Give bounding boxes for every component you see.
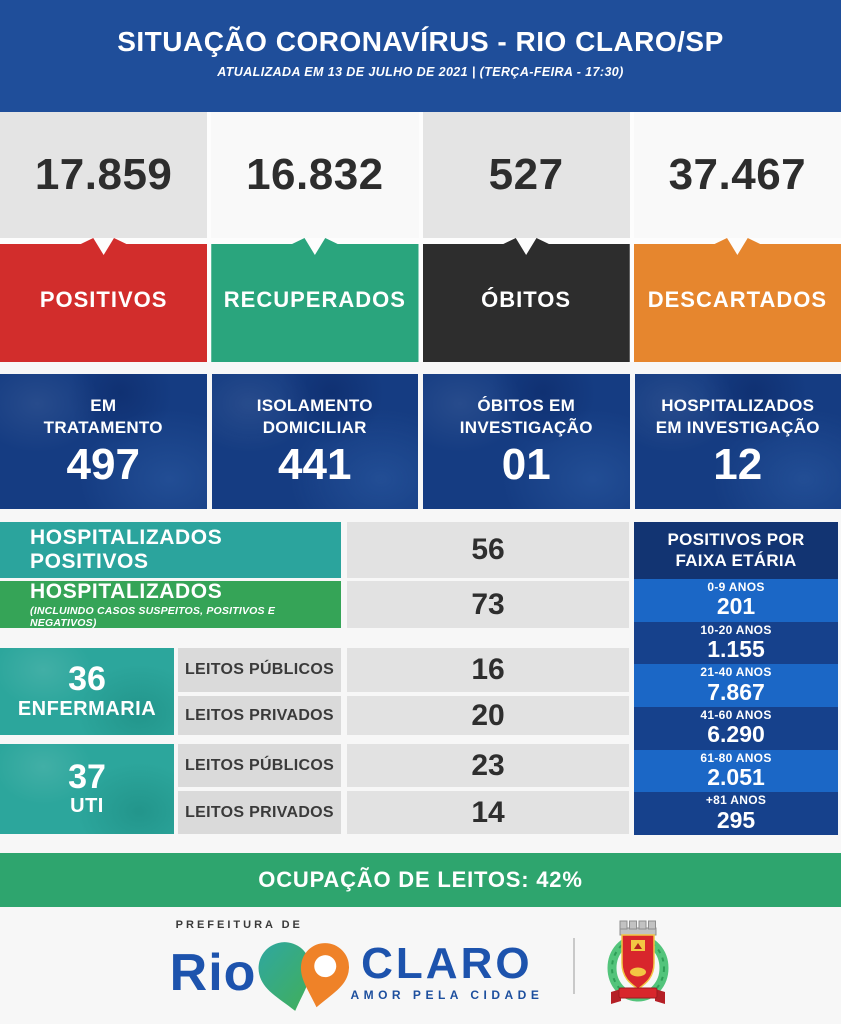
occupancy-bar: OCUPAÇÃO DE LEITOS: 42% [0,853,841,907]
box-label-line2: DOMICILIAR [262,418,367,438]
box-value: 497 [66,439,140,489]
age-label: 21-40 ANOS [700,665,772,680]
box-isolamento: ISOLAMENTO DOMICILIAR 441 [211,374,418,509]
page-subtitle: ATUALIZADA EM 13 DE JULHO DE 2021 | (TER… [217,65,624,79]
virus-texture [423,374,630,509]
stat-value: 527 [422,112,630,238]
stat-recuperados: 16.832 RECUPERADOS [211,112,419,362]
virus-texture [0,374,207,509]
age-row-61-80: 61-80 ANOS 2.051 [634,749,838,793]
bar-label: HOSPITALIZADOS [30,580,223,603]
bed-label-enfermaria-privados: LEITOS PRIVADOS [178,696,341,735]
header: SITUAÇÃO CORONAVÍRUS - RIO CLARO/SP ATUA… [0,0,841,112]
age-value: 1.155 [707,635,765,662]
ward-name: UTI [70,795,104,818]
stat-value: 17.859 [0,112,208,238]
box-value: 12 [713,439,763,489]
bed-value-uti-publicos: 23 [347,744,629,787]
age-row-0-9: 0-9 ANOS 201 [634,579,838,622]
stat-value: 37.467 [633,112,841,238]
age-title-line2: FAIXA ETÁRIA [675,550,797,570]
age-label: 10-20 ANOS [700,622,772,637]
ward-number: 37 [68,757,106,796]
bar-hospitalizados-positivos: HOSPITALIZADOS POSITIVOS [0,522,341,578]
bar-sublabel: (INCLUINDO CASOS SUSPEITOS, POSITIVOS E … [30,605,276,629]
stat-label: DESCARTADOS [633,238,841,362]
stat-positivos: 17.859 POSITIVOS [0,112,208,362]
virus-texture [0,648,174,735]
ward-uti: 37 UTI [0,744,174,834]
logo-rio-text: Rio [169,943,257,1002]
age-value: 2.051 [707,763,765,790]
age-value: 6.290 [707,721,765,748]
ward-number: 36 [68,660,106,699]
box-value: 441 [278,439,352,489]
value-hospitalizados: 73 [347,581,629,628]
stat-descartados: 37.467 DESCARTADOS [633,112,841,362]
bed-label-uti-privados: LEITOS PRIVADOS [178,791,341,834]
box-label-line1: HOSPITALIZADOS [661,396,815,416]
footer-divider [573,937,576,994]
age-label: 0-9 ANOS [707,580,765,595]
value-hospitalizados-positivos: 56 [347,522,629,578]
age-label: +81 ANOS [705,793,767,808]
box-label-line1: EM [90,396,117,416]
stat-obitos: 527 ÓBITOS [422,112,630,362]
box-label-line1: ÓBITOS EM [477,396,576,416]
age-value: 295 [716,806,756,833]
prefeitura-logo: PREFEITURA DE Rio [170,919,544,1012]
stat-label: RECUPERADOS [211,238,419,362]
virus-texture [0,744,174,834]
virus-texture [211,374,418,509]
age-row-81-plus: +81 ANOS 295 [634,792,838,836]
bed-value-enfermaria-publicos: 16 [347,648,629,692]
virus-texture [634,374,841,509]
box-label-line1: ISOLAMENTO [256,396,373,416]
treatment-row: EM TRATAMENTO 497 ISOLAMENTO DOMICILIAR 44… [0,374,841,509]
age-label: 41-60 ANOS [700,708,772,723]
age-groups-panel: POSITIVOS POR FAIXA ETÁRIA 0-9 ANOS 201 … [634,522,838,836]
ward-enfermaria: 36 ENFERMARIA [0,648,174,735]
page-title: SITUAÇÃO CORONAVÍRUS - RIO CLARO/SP [117,26,724,57]
age-row-41-60: 41-60 ANOS 6.290 [634,707,838,750]
city-coat-of-arms [607,920,669,1004]
ward-name: ENFERMARIA [17,697,157,720]
age-row-10-20: 10-20 ANOS 1.155 [634,621,838,665]
box-label-line2: INVESTIGAÇÃO [459,418,593,438]
box-label-line2: EM INVESTIGAÇÃO [655,418,820,438]
age-row-21-40: 21-40 ANOS 7.867 [634,664,838,708]
box-value: 01 [501,439,551,489]
stats-row: 17.859 POSITIVOS 16.832 RECUPERADOS 527 … [0,112,841,362]
bed-label-uti-publicos: LEITOS PÚBLICOS [178,744,341,787]
stat-label: ÓBITOS [422,238,630,362]
box-obitos-investigacao: ÓBITOS EM INVESTIGAÇÃO 01 [423,374,630,509]
age-label: 61-80 ANOS [700,750,772,765]
bed-label-enfermaria-publicos: LEITOS PÚBLICOS [178,648,341,692]
box-hospitalizados-investigacao: HOSPITALIZADOS EM INVESTIGAÇÃO 12 [634,374,841,509]
bar-hospitalizados: HOSPITALIZADOS (INCLUINDO CASOS SUSPEITO… [0,580,341,629]
bed-value-enfermaria-privados: 20 [347,696,629,735]
logo-claro-text: CLARO [361,939,533,989]
logo-pretitle: PREFEITURA DE [175,919,303,931]
bar-label: HOSPITALIZADOS POSITIVOS [30,526,223,573]
box-em-tratamento: EM TRATAMENTO 497 [0,374,207,509]
logo-tagline: AMOR PELA CIDADE [350,987,544,1002]
stat-value: 16.832 [211,112,419,238]
box-label-line2: TRATAMENTO [43,418,163,438]
age-value: 201 [716,593,756,620]
age-groups-title: POSITIVOS POR FAIXA ETÁRIA [634,522,838,579]
bed-value-uti-privados: 14 [347,791,629,834]
footer: PREFEITURA DE Rio [0,907,841,1024]
map-pins-icon [259,942,350,1011]
age-title-line1: POSITIVOS POR [667,530,805,550]
age-value: 7.867 [707,678,765,705]
stat-label: POSITIVOS [0,238,208,362]
